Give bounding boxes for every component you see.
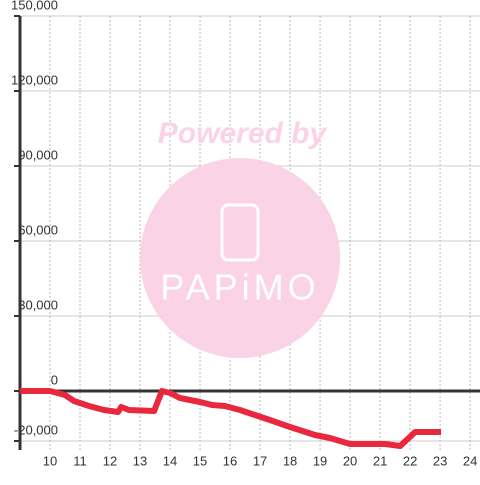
watermark-phone: [220, 203, 260, 262]
x-tick-label: 19: [313, 453, 327, 468]
y-tick-label: 60,000: [18, 222, 58, 237]
x-tick-label: 12: [103, 453, 117, 468]
x-tick-label: 10: [43, 453, 57, 468]
x-tick-label: 20: [343, 453, 357, 468]
x-tick-label: 11: [73, 453, 87, 468]
x-tick-label: 14: [163, 453, 177, 468]
y-tick-label: 0: [51, 372, 58, 387]
watermark-logo: PAPiMO: [160, 267, 319, 308]
watermark-circle: [140, 158, 340, 358]
watermark: Powered by PAPiMO: [140, 117, 340, 358]
data-line: [20, 388, 441, 449]
x-tick-label: 23: [433, 453, 447, 468]
watermark-text: Powered by: [158, 117, 328, 150]
x-tick-label: 18: [283, 453, 297, 468]
y-tick-label: -20,000: [14, 422, 58, 437]
y-tick-label: 150,000: [11, 0, 58, 12]
y-tick-label: 30,000: [18, 297, 58, 312]
x-tick-label: 24: [463, 453, 477, 468]
x-tick-label: 17: [253, 453, 267, 468]
x-tick-label: 15: [193, 453, 207, 468]
y-tick-label: 120,000: [11, 72, 58, 87]
x-tick-label: 21: [373, 453, 387, 468]
x-tick-label: 16: [223, 453, 237, 468]
x-tick-label: 13: [133, 453, 147, 468]
y-tick-label: 90,000: [18, 147, 58, 162]
x-tick-label: 22: [403, 453, 417, 468]
